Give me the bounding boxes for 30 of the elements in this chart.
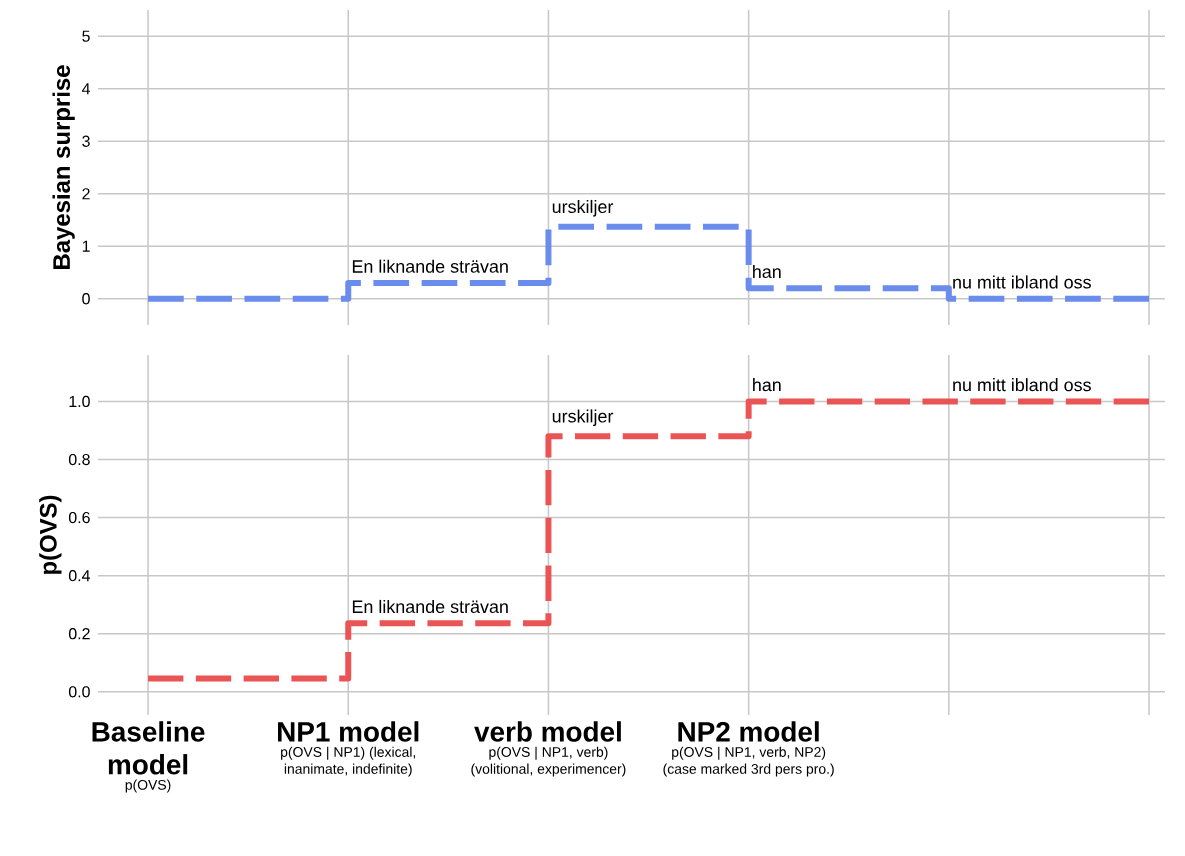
data-label: urskiljer — [552, 199, 614, 217]
data-label: En liknande strävan — [352, 259, 508, 273]
x-tick-label: NP2 model — [678, 721, 819, 742]
y-tick-label: 0.6 — [68, 511, 90, 524]
text: p(OVS | NP1, verb) (volitional, experimencer) — [471, 746, 626, 777]
data-label: urskiljer — [552, 409, 614, 427]
data-label: En liknande strävan — [352, 599, 508, 614]
y-axis-title: Bayesian surprise — [52, 65, 75, 269]
data-label: han — [753, 264, 781, 279]
y-tick-label: 0.8 — [68, 453, 90, 466]
text: p(OVS | NP1) (lexical, inanimate, indefinite) — [281, 746, 416, 777]
x-tick-label: verb model — [474, 721, 621, 742]
y-tick-label: 1.0 — [69, 395, 90, 408]
y-tick-label: 1 — [82, 240, 90, 252]
y-tick-label: 0.4 — [68, 570, 91, 582]
y-tick-label: 5 — [82, 30, 90, 42]
data-label: nu mitt ibland oss — [953, 275, 1091, 289]
data-label: nu mitt ibland oss — [953, 378, 1091, 392]
x-tick-label: NP1 model — [278, 721, 419, 742]
y-tick-label: 0.2 — [68, 628, 90, 640]
y-tick-label: 4 — [81, 83, 91, 95]
text: p(OVS | NP1, verb, NP2) (case marked 3rd pers pro.) — [663, 746, 834, 777]
x-tick-label: Baseline model — [92, 721, 205, 775]
y-axis-title: p(OVS) — [39, 495, 62, 574]
y-tick-label: 0 — [82, 293, 90, 305]
y-tick-label: 3 — [82, 135, 90, 147]
y-tick-label: 2 — [82, 188, 90, 200]
y-tick-label: 0.0 — [68, 686, 90, 698]
data-label: han — [753, 378, 781, 392]
text: p(OVS) — [125, 779, 171, 793]
